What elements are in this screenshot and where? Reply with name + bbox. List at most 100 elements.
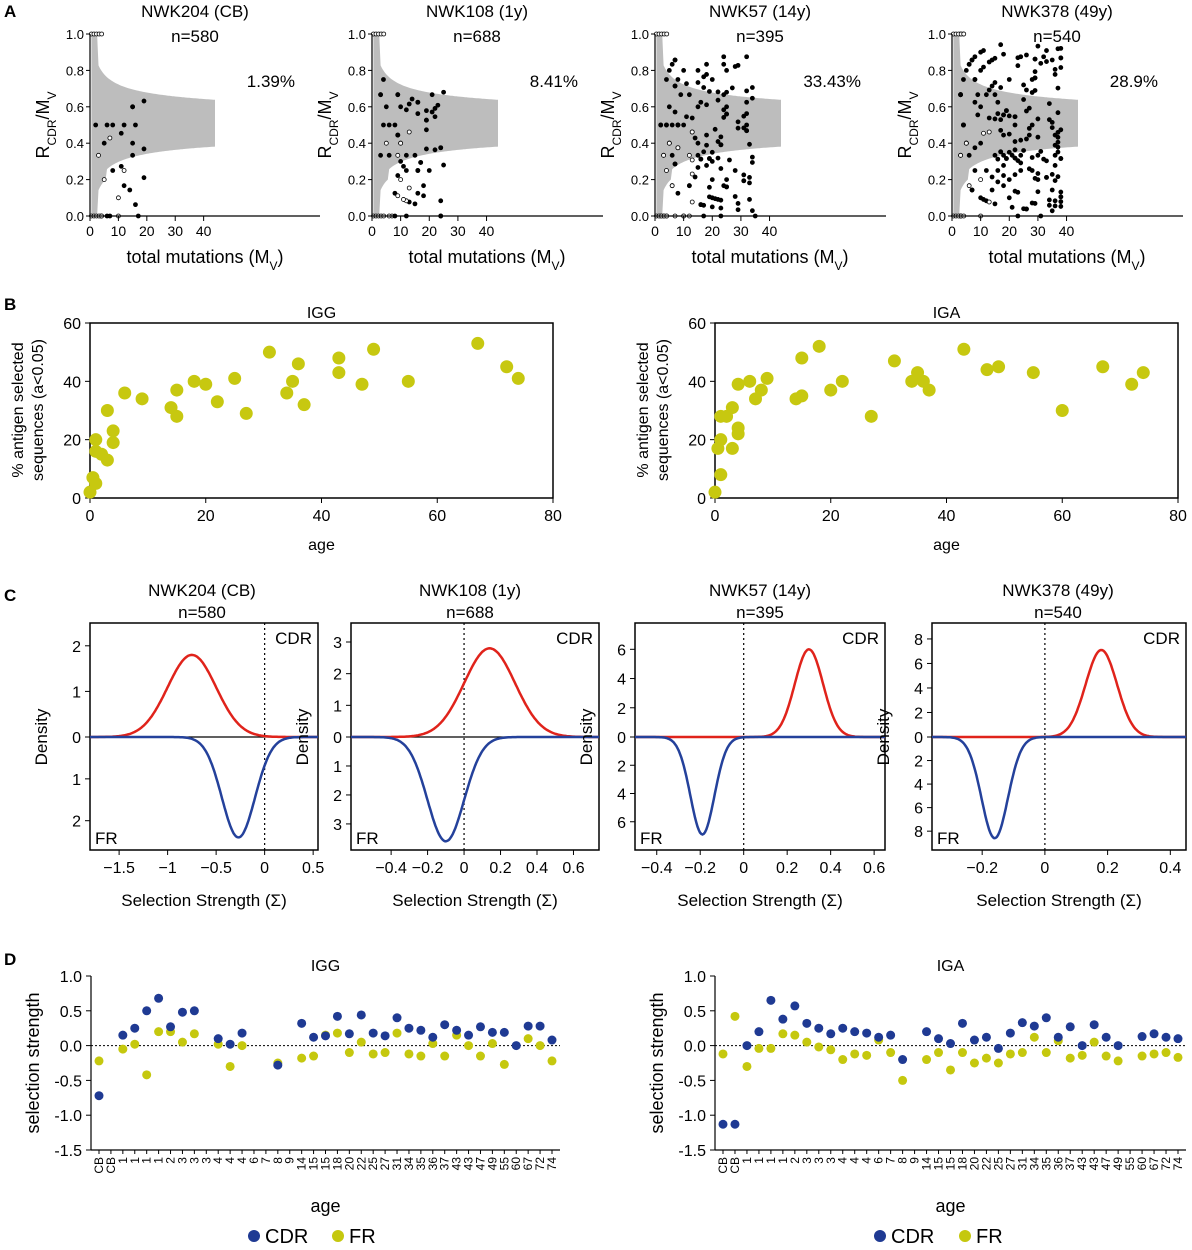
data-point (669, 61, 675, 67)
data-point (669, 183, 675, 189)
x-tick-label: 9 (908, 1157, 922, 1164)
panel-a-title: NWK57 (14y) (709, 2, 811, 21)
cdr-point (380, 1031, 390, 1041)
chart-title: NWK108 (1y) (419, 581, 521, 600)
data-point (286, 374, 300, 388)
data-point (978, 68, 984, 73)
data-point (89, 433, 103, 447)
y-tick-label: 2 (914, 754, 923, 771)
data-point (1032, 201, 1038, 206)
cdr-density-curve (635, 648, 885, 739)
x-tick-label: 6 (247, 1157, 261, 1164)
data-point (239, 406, 253, 420)
plot-frame (89, 322, 554, 499)
data-point (438, 198, 444, 204)
y-tick-label: 0.8 (348, 63, 366, 78)
percent-selected: 28.9% (1110, 72, 1158, 91)
data-point (424, 108, 429, 114)
fr-point (838, 1055, 848, 1065)
panel-label-b: B (4, 295, 16, 314)
y-axis-label: RCDR/MV (598, 91, 624, 158)
x-tick-label: 74 (545, 1157, 559, 1171)
data-point (409, 96, 415, 102)
y-tick-label: 0.5 (60, 1004, 82, 1021)
cdr-point (177, 1007, 187, 1017)
data-point (744, 128, 750, 134)
data-point (695, 165, 701, 170)
fr-point (297, 1053, 307, 1063)
panel-a-plot-2: NWK108 (1y) n=688 0.0 0.2 0.4 0.6 0.8 1.0 0 10 20 3… (315, 2, 603, 273)
x-tick-label: 7 (884, 1157, 898, 1164)
data-point (724, 104, 729, 110)
data-point (1058, 65, 1064, 70)
data-point (812, 339, 826, 353)
y-tick-label: -1.5 (54, 1143, 82, 1160)
data-point (995, 99, 1001, 105)
data-point (280, 386, 294, 400)
data-point (981, 64, 986, 70)
cdr-point (874, 1032, 884, 1042)
cdr-point (237, 1028, 247, 1038)
fr-point (154, 1027, 164, 1037)
y-axis-label-part: /M (315, 100, 335, 120)
data-point (1052, 198, 1058, 204)
fr-point (142, 1070, 152, 1080)
panel-a-title: NWK378 (49y) (1001, 2, 1112, 21)
data-point (1041, 156, 1047, 162)
fr-point (464, 1041, 474, 1051)
data-point (432, 114, 438, 120)
data-point (395, 193, 401, 199)
data-point (744, 54, 750, 60)
data-point (438, 145, 444, 151)
data-point (101, 177, 107, 183)
data-point (958, 92, 963, 98)
data-point (1024, 87, 1029, 93)
cdr-point (718, 1119, 728, 1129)
cdr-point (934, 1034, 944, 1044)
data-point (1055, 85, 1061, 91)
data-point (170, 409, 184, 423)
x-tick-label: 0.6 (863, 860, 885, 877)
y-tick-label: 6 (914, 656, 923, 673)
data-point (998, 42, 1004, 48)
data-point (1012, 139, 1018, 144)
y-tick-label: 0.2 (631, 173, 649, 188)
data-point (1052, 72, 1058, 77)
data-point (731, 377, 745, 391)
x-tick-label: 43 (462, 1157, 476, 1171)
cdr-point (862, 1028, 872, 1038)
cdr-point (297, 1018, 307, 1028)
data-point (471, 336, 485, 350)
data-point (418, 160, 424, 165)
x-tick-label: 43 (450, 1157, 464, 1171)
data-point (721, 61, 727, 67)
y-axis-label-part: V (45, 91, 59, 99)
data-point (1058, 55, 1064, 61)
data-point (978, 140, 984, 146)
data-point (1055, 110, 1061, 116)
data-point (963, 140, 969, 146)
fr-label: FR (937, 829, 960, 848)
cdr-point (1113, 1041, 1123, 1051)
y-tick-label: 0.4 (348, 136, 366, 151)
data-point (1006, 195, 1012, 201)
data-point (1024, 52, 1029, 58)
x-tick-label: 35 (1039, 1157, 1053, 1171)
y-axis-label-part: CDR (610, 119, 624, 145)
data-point (666, 140, 672, 146)
x-tick-label: 9 (283, 1157, 297, 1164)
data-point (424, 127, 429, 133)
x-tick-label: −0.4 (375, 860, 407, 877)
data-point (401, 163, 406, 169)
x-tick-label: 1 (128, 1157, 142, 1164)
data-point (704, 102, 709, 108)
cdr-point (309, 1032, 319, 1042)
x-tick-label: 34 (402, 1157, 416, 1171)
y-axis-label: Density (577, 708, 596, 765)
x-tick-label: 0.6 (562, 860, 584, 877)
x-tick-label: 27 (378, 1157, 392, 1171)
x-axis-label: age (310, 1196, 340, 1216)
data-point (1035, 152, 1041, 158)
data-point (110, 168, 116, 173)
data-point (210, 395, 224, 409)
